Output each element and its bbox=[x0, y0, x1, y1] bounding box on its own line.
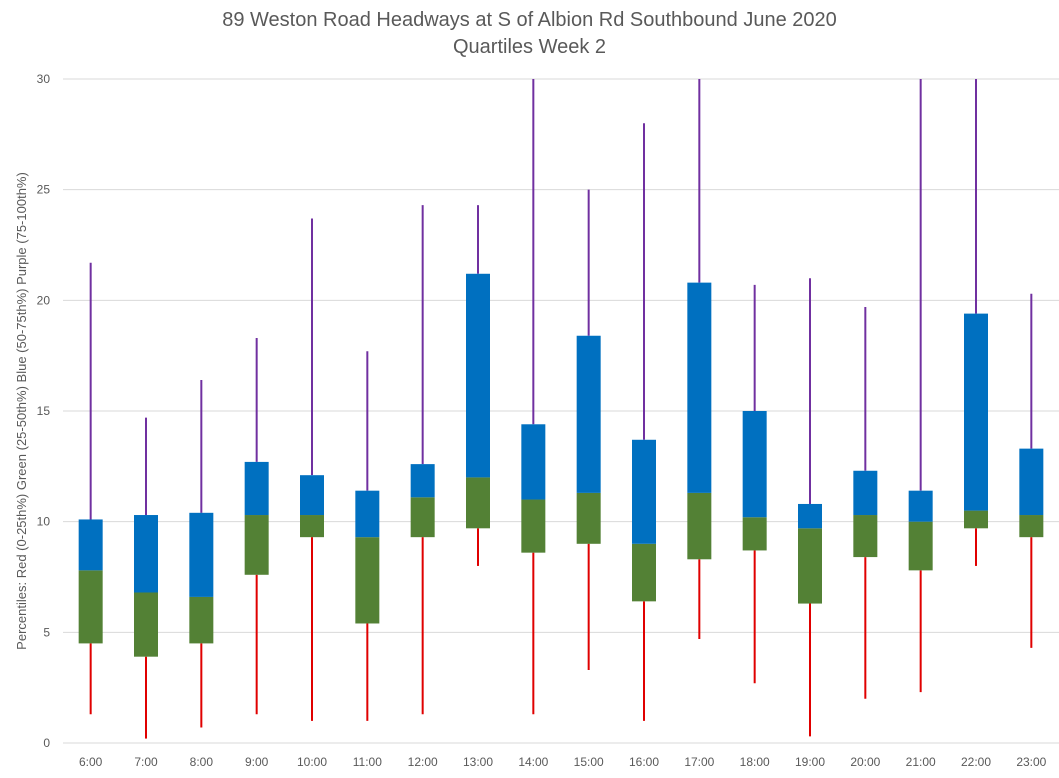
lower-box bbox=[355, 537, 380, 624]
upper-box bbox=[300, 475, 324, 516]
y-tick-label: 0 bbox=[43, 736, 50, 750]
lower-box bbox=[853, 515, 878, 558]
lower-box bbox=[244, 515, 269, 575]
upper-box bbox=[355, 490, 380, 538]
box-2200 bbox=[964, 79, 988, 566]
box-marks bbox=[78, 79, 1044, 739]
x-tick-label: 11:00 bbox=[353, 755, 382, 769]
box-1600 bbox=[632, 123, 656, 721]
x-tick-label: 20:00 bbox=[850, 755, 880, 769]
x-tick-label: 14:00 bbox=[518, 755, 548, 769]
upper-box bbox=[576, 335, 601, 493]
upper-box bbox=[798, 503, 822, 529]
lower-box bbox=[300, 515, 324, 538]
lower-box bbox=[687, 492, 712, 560]
lower-box bbox=[742, 517, 767, 551]
x-tick-label: 16:00 bbox=[629, 755, 659, 769]
upper-box bbox=[687, 282, 712, 493]
y-axis-label: Percentiles: Red (0-25th%) Green (25-50t… bbox=[14, 172, 29, 650]
lower-box bbox=[521, 499, 546, 553]
box-1300 bbox=[466, 205, 490, 566]
x-tick-label: 15:00 bbox=[574, 755, 604, 769]
x-tick-label: 18:00 bbox=[740, 755, 770, 769]
x-tick-label: 23:00 bbox=[1016, 755, 1046, 769]
upper-box bbox=[244, 461, 269, 516]
lower-box bbox=[1019, 515, 1044, 538]
box-1100 bbox=[355, 351, 380, 721]
box-2000 bbox=[853, 306, 878, 699]
lower-box bbox=[410, 497, 435, 538]
x-tick-label: 10:00 bbox=[297, 755, 327, 769]
gridlines bbox=[63, 78, 1059, 744]
box-1400 bbox=[521, 79, 546, 715]
upper-box bbox=[78, 519, 103, 571]
x-axis-tick-labels: 6:00 7:00 8:00 9:00 10:00 11:00 12:00 13:00 14:0… bbox=[79, 755, 1047, 769]
lower-box bbox=[189, 596, 214, 644]
chart-title: 89 Weston Road Headways at S of Albion R… bbox=[222, 9, 837, 31]
x-tick-label: 21:00 bbox=[906, 755, 936, 769]
y-tick-label: 30 bbox=[37, 72, 51, 86]
y-tick-label: 20 bbox=[37, 293, 51, 307]
upper-box bbox=[521, 424, 546, 500]
upper-box bbox=[964, 313, 988, 511]
y-axis-tick-labels: 0 5 10 15 20 25 30 bbox=[37, 72, 51, 750]
upper-box bbox=[853, 470, 878, 516]
x-tick-label: 17:00 bbox=[684, 755, 714, 769]
box-1800 bbox=[742, 284, 767, 684]
box-1700 bbox=[687, 79, 712, 639]
x-tick-label: 19:00 bbox=[795, 755, 825, 769]
box-900 bbox=[244, 337, 269, 715]
lower-box bbox=[964, 510, 988, 529]
upper-box bbox=[189, 512, 214, 597]
lower-box bbox=[632, 543, 656, 602]
box-700 bbox=[134, 417, 158, 739]
box-1900 bbox=[798, 278, 822, 737]
upper-box bbox=[742, 411, 767, 518]
box-800 bbox=[189, 380, 214, 728]
x-tick-label: 22:00 bbox=[961, 755, 991, 769]
box-600 bbox=[78, 262, 103, 715]
y-tick-label: 10 bbox=[37, 515, 51, 529]
x-tick-label: 8:00 bbox=[190, 755, 214, 769]
lower-box bbox=[908, 521, 933, 571]
box-1200 bbox=[410, 205, 435, 715]
upper-box bbox=[632, 439, 656, 544]
box-1500 bbox=[576, 189, 601, 670]
upper-box bbox=[908, 490, 933, 522]
chart-subtitle: Quartiles Week 2 bbox=[452, 36, 607, 58]
x-tick-label: 6:00 bbox=[79, 755, 103, 769]
lower-box bbox=[466, 477, 490, 529]
y-tick-label: 25 bbox=[37, 183, 51, 197]
lower-box bbox=[576, 492, 601, 544]
lower-box bbox=[798, 528, 822, 604]
box-2300 bbox=[1019, 293, 1044, 648]
upper-box bbox=[466, 273, 490, 478]
x-tick-label: 12:00 bbox=[408, 755, 438, 769]
box-2100 bbox=[908, 79, 933, 693]
upper-box bbox=[134, 515, 158, 593]
y-tick-label: 5 bbox=[43, 625, 50, 639]
upper-box bbox=[1019, 448, 1044, 516]
x-tick-label: 13:00 bbox=[463, 755, 493, 769]
lower-box bbox=[134, 592, 158, 657]
x-tick-label: 7:00 bbox=[134, 755, 158, 769]
box-1000 bbox=[300, 218, 324, 721]
y-tick-label: 15 bbox=[37, 404, 51, 418]
upper-box bbox=[410, 464, 435, 498]
lower-box bbox=[78, 570, 103, 644]
x-tick-label: 9:00 bbox=[245, 755, 269, 769]
